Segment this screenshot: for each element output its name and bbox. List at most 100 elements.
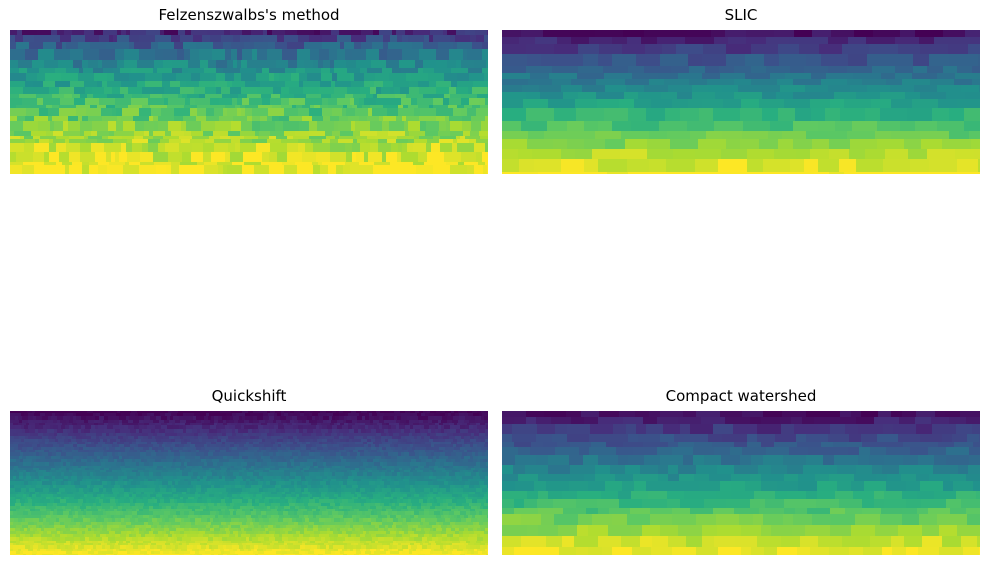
segment-region (741, 99, 760, 109)
segment-region (26, 476, 32, 480)
segment-region (847, 79, 863, 86)
segment-region (904, 139, 922, 150)
segment-region (393, 81, 410, 88)
segment-region (65, 447, 72, 451)
segment-region (186, 429, 193, 434)
segment-region (243, 479, 247, 482)
segment-region (52, 506, 57, 510)
segment-region (371, 499, 376, 504)
segment-region (55, 439, 59, 443)
segment-region (142, 494, 148, 498)
segment-region (222, 436, 229, 440)
segment-region (430, 30, 444, 36)
segment-region (70, 81, 85, 88)
segment-region (408, 499, 412, 504)
segment-region (449, 87, 457, 95)
segment-region (380, 485, 385, 489)
segment-region (284, 108, 299, 117)
segment-region (74, 509, 79, 512)
segment-region (330, 423, 335, 426)
segment-region (171, 444, 176, 448)
segment-region (92, 476, 96, 480)
segment-region (178, 94, 183, 99)
segment-region (354, 436, 358, 440)
segment-region (269, 68, 286, 74)
segment-region (152, 470, 158, 473)
segment-region (201, 121, 216, 132)
segment-region (139, 49, 156, 61)
segment-region (261, 94, 272, 99)
segment-region (410, 425, 414, 430)
segment-region (161, 423, 168, 426)
segment-region (215, 492, 220, 495)
segment-region (365, 416, 370, 421)
segment-region (56, 447, 63, 451)
segment-region (292, 105, 297, 109)
segment-region (100, 429, 105, 434)
segment-region (192, 468, 199, 471)
segment-region (226, 439, 230, 443)
segment-region (42, 420, 48, 424)
segment-region (264, 479, 270, 482)
segment-region (72, 450, 76, 453)
segment-region (13, 476, 17, 480)
segment-region (389, 466, 395, 469)
segment-region (397, 35, 403, 43)
segment-region (253, 447, 260, 451)
segment-region (440, 488, 447, 493)
segment-region (271, 436, 278, 440)
segment-region (112, 470, 118, 473)
segment-region (138, 506, 144, 510)
segment-region (979, 85, 980, 93)
segment-region (354, 98, 360, 106)
segment-region (415, 488, 421, 493)
segment-region (22, 423, 27, 426)
segment-region (171, 35, 181, 43)
segment-region (429, 476, 433, 480)
segment-region (367, 472, 373, 477)
segment-region (18, 444, 24, 448)
segment-region (313, 420, 318, 424)
segment-region (188, 509, 193, 512)
segment-region (70, 416, 74, 421)
segment-region (229, 439, 236, 443)
segment-region (302, 442, 307, 445)
segment-region (115, 98, 132, 106)
segment-region (71, 439, 77, 443)
segment-region (269, 450, 276, 453)
segment-region (10, 30, 18, 36)
segment-region (20, 506, 26, 510)
segment-region (464, 456, 471, 460)
segment-region (486, 450, 488, 453)
segment-region (502, 73, 531, 80)
segment-region (18, 416, 23, 421)
segment-region (813, 37, 829, 45)
segment-region (37, 479, 42, 482)
segment-region (162, 444, 166, 448)
segment-region (330, 68, 335, 74)
segment-region (407, 459, 412, 463)
segment-region (438, 466, 444, 469)
segment-region (476, 35, 485, 43)
segment-region (298, 425, 304, 430)
segment-region (400, 506, 404, 510)
segment-region (352, 423, 356, 426)
segment-region (883, 159, 911, 173)
segment-region (424, 497, 429, 500)
segment-region (46, 485, 51, 489)
segment-region (262, 472, 268, 477)
segment-region (927, 66, 944, 74)
segment-region (136, 68, 154, 74)
segment-region (612, 54, 637, 67)
segment-region (10, 452, 15, 457)
segment-region (39, 68, 56, 74)
segment-region (76, 488, 80, 493)
segment-region (143, 497, 148, 500)
segment-region (103, 30, 118, 36)
segment-region (343, 444, 350, 448)
segment-region (216, 68, 224, 74)
segment-region (234, 444, 240, 448)
segment-region (352, 444, 359, 448)
segment-region (948, 44, 969, 55)
segment-region (776, 92, 794, 100)
